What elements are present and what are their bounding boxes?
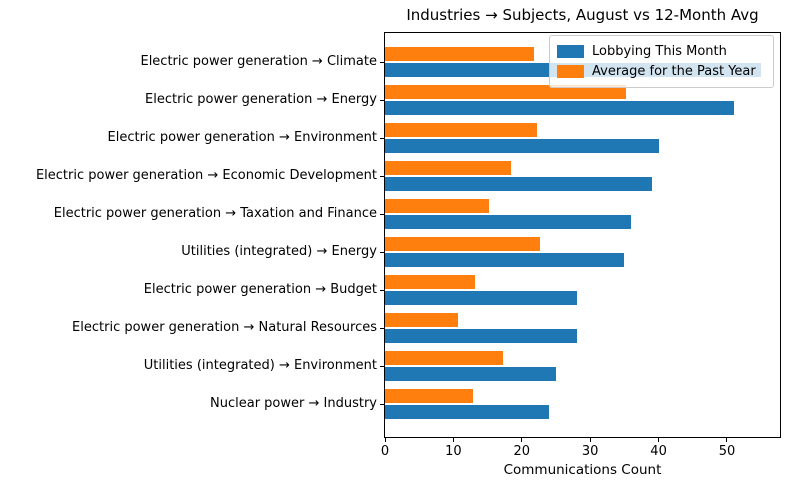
legend-swatch-blue [557,44,584,58]
bar-average-past-year [385,160,511,175]
y-tick [380,137,384,139]
legend-label: Lobbying This Month [592,43,727,59]
bar-lobbying-this-month [385,290,577,305]
y-tick [380,365,384,367]
bar-average-past-year [385,312,458,327]
legend-swatch-orange [557,64,584,78]
x-tick [384,438,386,442]
y-tick [380,213,384,215]
category-label: Utilities (integrated) → Environment [143,357,377,373]
y-tick [380,99,384,101]
x-tick [521,438,523,442]
category-label: Electric power generation → Climate [140,54,377,69]
x-tick [658,438,660,442]
x-tick-label: 50 [718,444,736,459]
legend-item-lobbying-this-month: Lobbying This Month [557,41,766,61]
bar-lobbying-this-month [385,176,652,191]
x-tick-label: 0 [380,444,390,459]
category-label: Electric power generation → Taxation and… [53,205,377,221]
legend: Lobbying This Month Average for the Past… [549,35,774,88]
bar-lobbying-this-month [385,404,549,419]
category-label: Electric power generation → Natural Reso… [72,319,377,335]
category-label: Electric power generation → Economic Dev… [35,167,377,183]
x-tick-label: 40 [650,444,667,459]
bar-lobbying-this-month [385,366,556,381]
bar-average-past-year [385,84,626,99]
bar-lobbying-this-month [385,214,631,229]
x-tick-label: 20 [513,444,531,459]
bar-average-past-year [385,236,540,251]
y-tick [380,327,384,329]
x-tick [589,438,591,442]
legend-label: Average for the Past Year [592,63,756,79]
y-tick [380,175,384,177]
bar-average-past-year [385,274,475,289]
y-tick [380,289,384,291]
bar-lobbying-this-month [385,252,624,267]
x-axis-label: Communications Count [503,462,662,478]
x-tick [726,438,728,442]
bar-lobbying-this-month [385,328,577,343]
chart-title: Industries → Subjects, August vs 12-Mont… [406,6,759,24]
bar-average-past-year [385,122,537,137]
category-label: Electric power generation → Environment [107,129,377,145]
category-label: Nuclear power → Industry [210,395,377,411]
bar-average-past-year [385,350,503,365]
category-label: Electric power generation → Budget [143,281,377,297]
bar-lobbying-this-month [385,138,659,153]
x-tick [452,438,454,442]
y-tick [380,251,384,253]
bar-lobbying-this-month [385,100,734,115]
bar-average-past-year [385,47,534,61]
x-tick-label: 10 [445,444,462,459]
bar-average-past-year [385,198,489,213]
legend-item-average-past-year: Average for the Past Year [557,61,766,81]
plot-area [384,32,781,438]
x-tick-label: 30 [581,444,599,459]
bar-average-past-year [385,388,473,403]
y-tick [380,403,384,405]
category-label: Electric power generation → Energy [145,91,377,107]
y-tick [380,62,384,63]
category-label: Utilities (integrated) → Energy [181,243,377,259]
